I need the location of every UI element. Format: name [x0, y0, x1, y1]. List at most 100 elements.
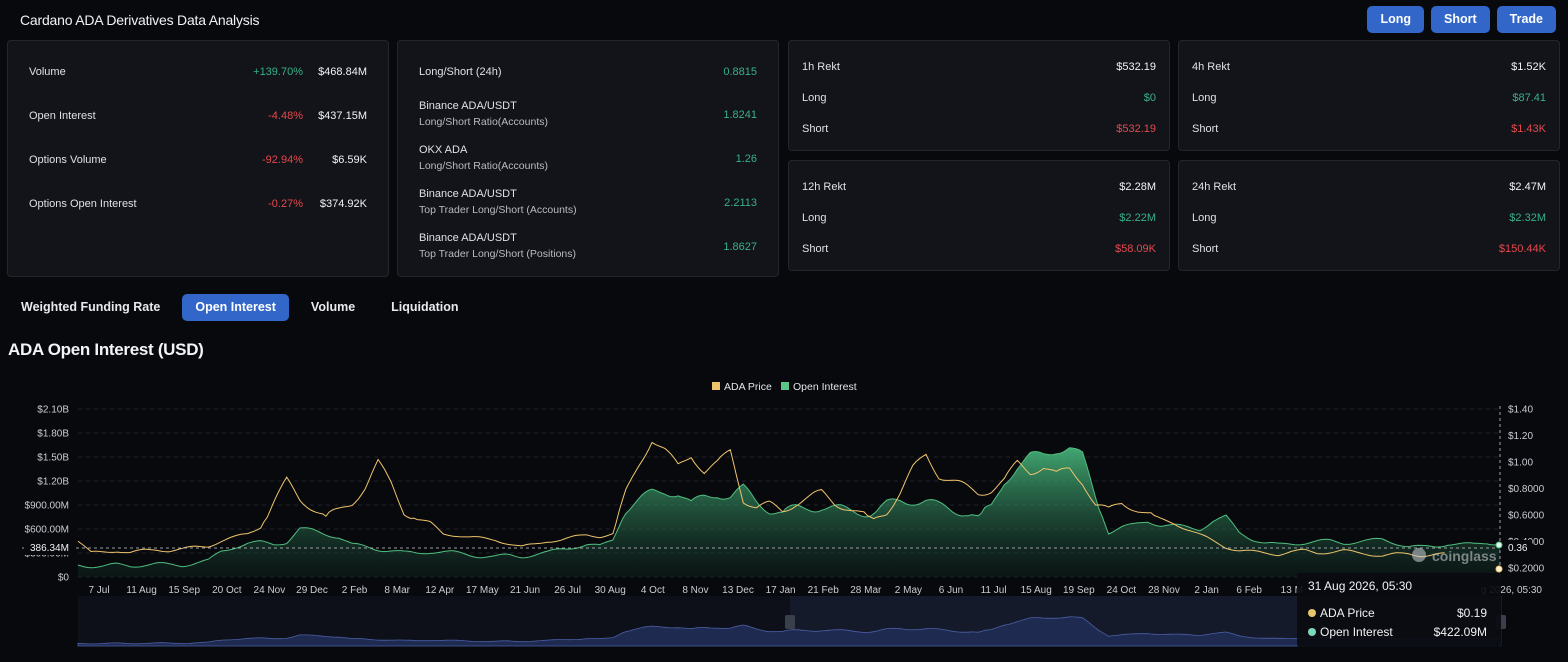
ratio-sublabel: Long/Short Ratio(Accounts) [419, 116, 548, 128]
x-tick-label: 11 Aug [126, 585, 156, 596]
ratio-sublabel: Top Trader Long/Short (Positions) [419, 248, 576, 260]
rekt-long-value: $87.41 [1512, 92, 1546, 104]
ratio-sublabel: Top Trader Long/Short (Accounts) [419, 204, 577, 216]
legend-label-oi[interactable]: Open Interest [793, 381, 857, 393]
rekt-long-value: $0 [1143, 92, 1156, 104]
ada-price-line [77, 441, 1445, 558]
rekt-title: 4h Rekt [1192, 61, 1230, 73]
tooltip-value: $422.09M [1433, 625, 1487, 639]
tooltip-label: ADA Price [1320, 606, 1375, 620]
tab-open-interest[interactable]: Open Interest [182, 294, 289, 321]
chart-tabs: Weighted Funding Rate Open Interest Volu… [8, 294, 472, 321]
overview-change: +139.70% [253, 66, 303, 78]
rekt-long-value: $2.22M [1119, 212, 1156, 224]
watermark-text: coinglass [1432, 548, 1497, 564]
x-tick-label: 2 Feb [342, 585, 368, 596]
navigator-handle-left[interactable] [785, 615, 795, 629]
ratio-label: OKX ADA [419, 144, 468, 156]
top-bar: Cardano ADA Derivatives Data Analysis Lo… [0, 0, 1568, 40]
x-tick-label: 11 Jul [981, 585, 1007, 596]
rekt-short-value: $58.09K [1115, 243, 1156, 255]
x-tick-label: 12 Apr [425, 585, 455, 596]
rekt-card-1h: 1h Rekt $532.19 Long $0 Short $532.19 [788, 40, 1170, 151]
x-tick-label: 28 Mar [850, 585, 882, 596]
x-tick-label: 21 Feb [808, 585, 840, 596]
rekt-short-label: Short [802, 243, 829, 255]
x-tick-label: 13 Dec [722, 585, 754, 596]
legend-swatch-oi [781, 382, 789, 390]
y-right-tick-label: $1.40 [1508, 405, 1533, 416]
open-interest-chart[interactable]: ADA Price Open Interest $0$300.00M$600.0… [0, 372, 1568, 662]
y-right-tick-label: $1.20 [1508, 431, 1533, 442]
x-tick-label: 8 Mar [384, 585, 410, 596]
chart-legend: ADA Price Open Interest [712, 381, 857, 393]
overview-value: $6.59K [332, 154, 367, 166]
x-tick-label: 26 Jul [554, 585, 581, 596]
x-tick-label: 15 Aug [1021, 585, 1052, 596]
y-right-tick-label: $0.2000 [1508, 564, 1545, 575]
rekt-long-label: Long [1192, 212, 1217, 224]
rekt-short-value: $150.44K [1498, 243, 1546, 255]
oi-crosshair-dot [1495, 541, 1503, 549]
y-left-tick-label: $1.20B [37, 477, 69, 488]
y-left-tick-label: $900.00M [25, 501, 69, 512]
rekt-title: 12h Rekt [802, 181, 847, 193]
long-short-ratio-card: Long/Short (24h) 0.8815 Binance ADA/USDT… [397, 40, 779, 277]
x-tick-label: 2 May [895, 585, 922, 596]
x-axis: 7 Jul 11 Aug 15 Sep 20 Oct 24 Nov 29 Dec 2 Feb… [88, 585, 1542, 596]
x-tick-label: 19 Sep [1063, 585, 1095, 596]
trade-button[interactable]: Trade [1496, 6, 1556, 33]
ratio-label: Binance ADA/USDT [419, 100, 517, 112]
price-crosshair-dot [1495, 565, 1503, 573]
x-tick-label: 17 May [466, 585, 499, 596]
rekt-card-4h: 4h Rekt $1.52K Long $87.41 Short $1.43K [1178, 40, 1560, 151]
rekt-title: 24h Rekt [1192, 181, 1237, 193]
tab-liquidation[interactable]: Liquidation [391, 300, 459, 314]
rekt-short-label: Short [1192, 243, 1219, 255]
overview-change: -0.27% [268, 198, 303, 210]
y-left-tick-label: $2.10B [37, 405, 69, 416]
overview-label: Volume [29, 66, 66, 78]
tab-volume[interactable]: Volume [310, 300, 356, 314]
x-tick-label: 2 Jan [1194, 585, 1218, 596]
rekt-total: $2.28M [1119, 181, 1156, 193]
long-button[interactable]: Long [1367, 6, 1424, 33]
overview-value: $437.15M [318, 110, 367, 122]
rekt-long-label: Long [802, 92, 827, 104]
x-tick-label: 28 Nov [1148, 585, 1180, 596]
overview-label: Options Open Interest [29, 198, 137, 210]
rekt-card-12h: 12h Rekt $2.28M Long $2.22M Short $58.09… [788, 160, 1170, 271]
tab-weighted-funding-rate[interactable]: Weighted Funding Rate [21, 300, 161, 314]
crosshair-left-label-bg [24, 540, 74, 555]
legend-swatch-price [712, 382, 720, 390]
crosshair-left-label: 386.34M [30, 543, 69, 554]
overview-card: Volume +139.70% $468.84M Open Interest -… [7, 40, 389, 277]
tooltip-row-price: ADA Price $0.19 [1308, 606, 1487, 620]
legend-label-price[interactable]: ADA Price [724, 381, 772, 393]
rekt-title: 1h Rekt [802, 61, 840, 73]
y-right-tick-label: $0.6000 [1508, 511, 1545, 522]
overview-change: -4.48% [268, 110, 303, 122]
overview-value: $374.92K [319, 198, 367, 210]
rekt-short-label: Short [1192, 123, 1219, 135]
top-actions: Long Short Trade [1367, 6, 1556, 33]
short-button[interactable]: Short [1431, 6, 1490, 33]
navigator-series [77, 616, 1501, 647]
rekt-card-24h: 24h Rekt $2.47M Long $2.32M Short $150.4… [1178, 160, 1560, 271]
rekt-total: $532.19 [1116, 61, 1156, 73]
ratio-value: 1.26 [735, 153, 757, 165]
x-tick-label: 30 Aug [595, 585, 626, 596]
rekt-long-value: $2.32M [1509, 212, 1546, 224]
tooltip-value: $0.19 [1456, 606, 1487, 620]
x-tick-label: 6 Jun [939, 585, 963, 596]
coinglass-logo-icon [1412, 548, 1426, 562]
tooltip-dot-oi [1308, 628, 1316, 636]
ratio-label: Long/Short (24h) [419, 66, 502, 78]
x-tick-label: 20 Oct [212, 585, 242, 596]
x-tick-label: 4 Oct [641, 585, 665, 596]
x-end-label: g 2026, 05:30 [1481, 585, 1543, 596]
rekt-short-value: $1.43K [1511, 123, 1546, 135]
chart-tooltip: 31 Aug 2026, 05:30 ADA Price $0.19 Open … [1297, 573, 1501, 647]
y-left-tick-label: $1.50B [37, 453, 69, 464]
x-tick-label: 6 Feb [1236, 585, 1262, 596]
